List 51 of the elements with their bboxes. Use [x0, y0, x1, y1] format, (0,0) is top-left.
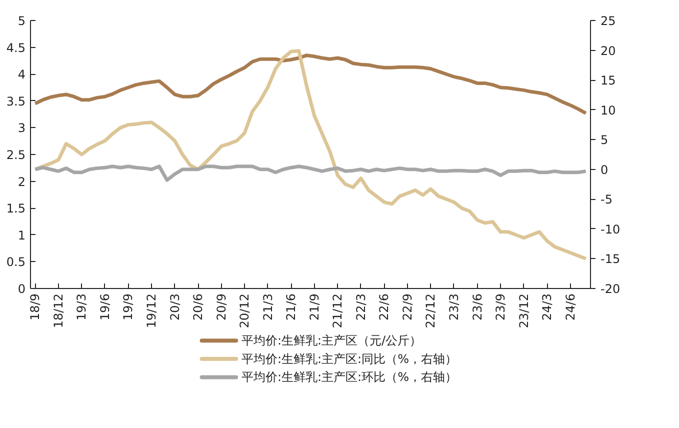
x-tick-label: 20/12	[238, 293, 252, 328]
y2-tick-label: 15	[600, 74, 616, 88]
y2-tick-label: 5	[600, 133, 608, 148]
x-tick-label: 20/9	[214, 293, 228, 320]
x-tick-label: 22/6	[377, 293, 392, 320]
x-tick-label: 21/6	[284, 293, 298, 320]
y-tick-label: 3	[18, 121, 26, 136]
x-tick-label: 23/9	[494, 293, 508, 320]
x-tick-label: 18/9	[28, 293, 42, 320]
x-tick-label: 21/12	[330, 293, 345, 328]
y-tick-label: 1.5	[6, 202, 26, 216]
legend-label: 平均价:生鲜乳:主产区（元/公斤）	[241, 334, 422, 348]
x-tick-label: 20/6	[191, 293, 206, 320]
x-tick-label: 19/12	[144, 293, 158, 328]
legend-label: 平均价:生鲜乳:主产区:环比（%，右轴）	[241, 370, 457, 384]
y-tick-label: 5	[18, 14, 26, 28]
y-tick-label: 4.5	[6, 40, 26, 55]
y2-tick-label: 10	[600, 103, 616, 118]
x-tick-label: 22/12	[424, 293, 438, 328]
y-tick-label: 0	[18, 282, 26, 296]
x-tick-label: 18/12	[51, 293, 66, 328]
x-tick-label: 23/6	[470, 293, 484, 320]
x-tick-label: 23/12	[516, 293, 531, 328]
y2-tick-label: -15	[600, 252, 620, 266]
y-tick-label: 2.5	[6, 148, 26, 162]
y2-tick-label: 20	[600, 44, 616, 58]
x-tick-label: 23/3	[446, 293, 461, 320]
y-tick-label: 3.5	[6, 94, 26, 108]
y2-tick-label: 25	[600, 14, 616, 28]
x-tick-label: 22/3	[354, 293, 368, 320]
x-tick-label: 20/3	[168, 293, 182, 320]
x-tick-label: 19/6	[98, 293, 112, 320]
y2-tick-label: -20	[600, 282, 620, 296]
x-tick-label: 22/9	[400, 293, 414, 320]
x-tick-label: 21/3	[260, 293, 275, 320]
y2-tick-label: -5	[600, 192, 612, 207]
line-series	[33, 49, 588, 260]
x-tick-label: 21/9	[307, 293, 322, 320]
x-tick-label: 19/3	[74, 293, 89, 320]
y-tick-label: 4	[18, 68, 26, 82]
y2-tick-label: -10	[600, 222, 620, 236]
line-series	[33, 164, 588, 182]
y-tick-label: 2	[18, 174, 26, 189]
x-tick-label: 24/6	[563, 293, 578, 320]
y2-tick-label: 0	[600, 162, 608, 177]
x-tick-label: 19/9	[121, 293, 136, 320]
x-tick-label: 24/3	[540, 293, 554, 320]
y-tick-label: 0.5	[6, 255, 26, 270]
line-series	[33, 54, 588, 115]
y-tick-label: 1	[18, 228, 26, 242]
legend-label: 平均价:生鲜乳:主产区:同比（%，右轴）	[241, 352, 457, 366]
